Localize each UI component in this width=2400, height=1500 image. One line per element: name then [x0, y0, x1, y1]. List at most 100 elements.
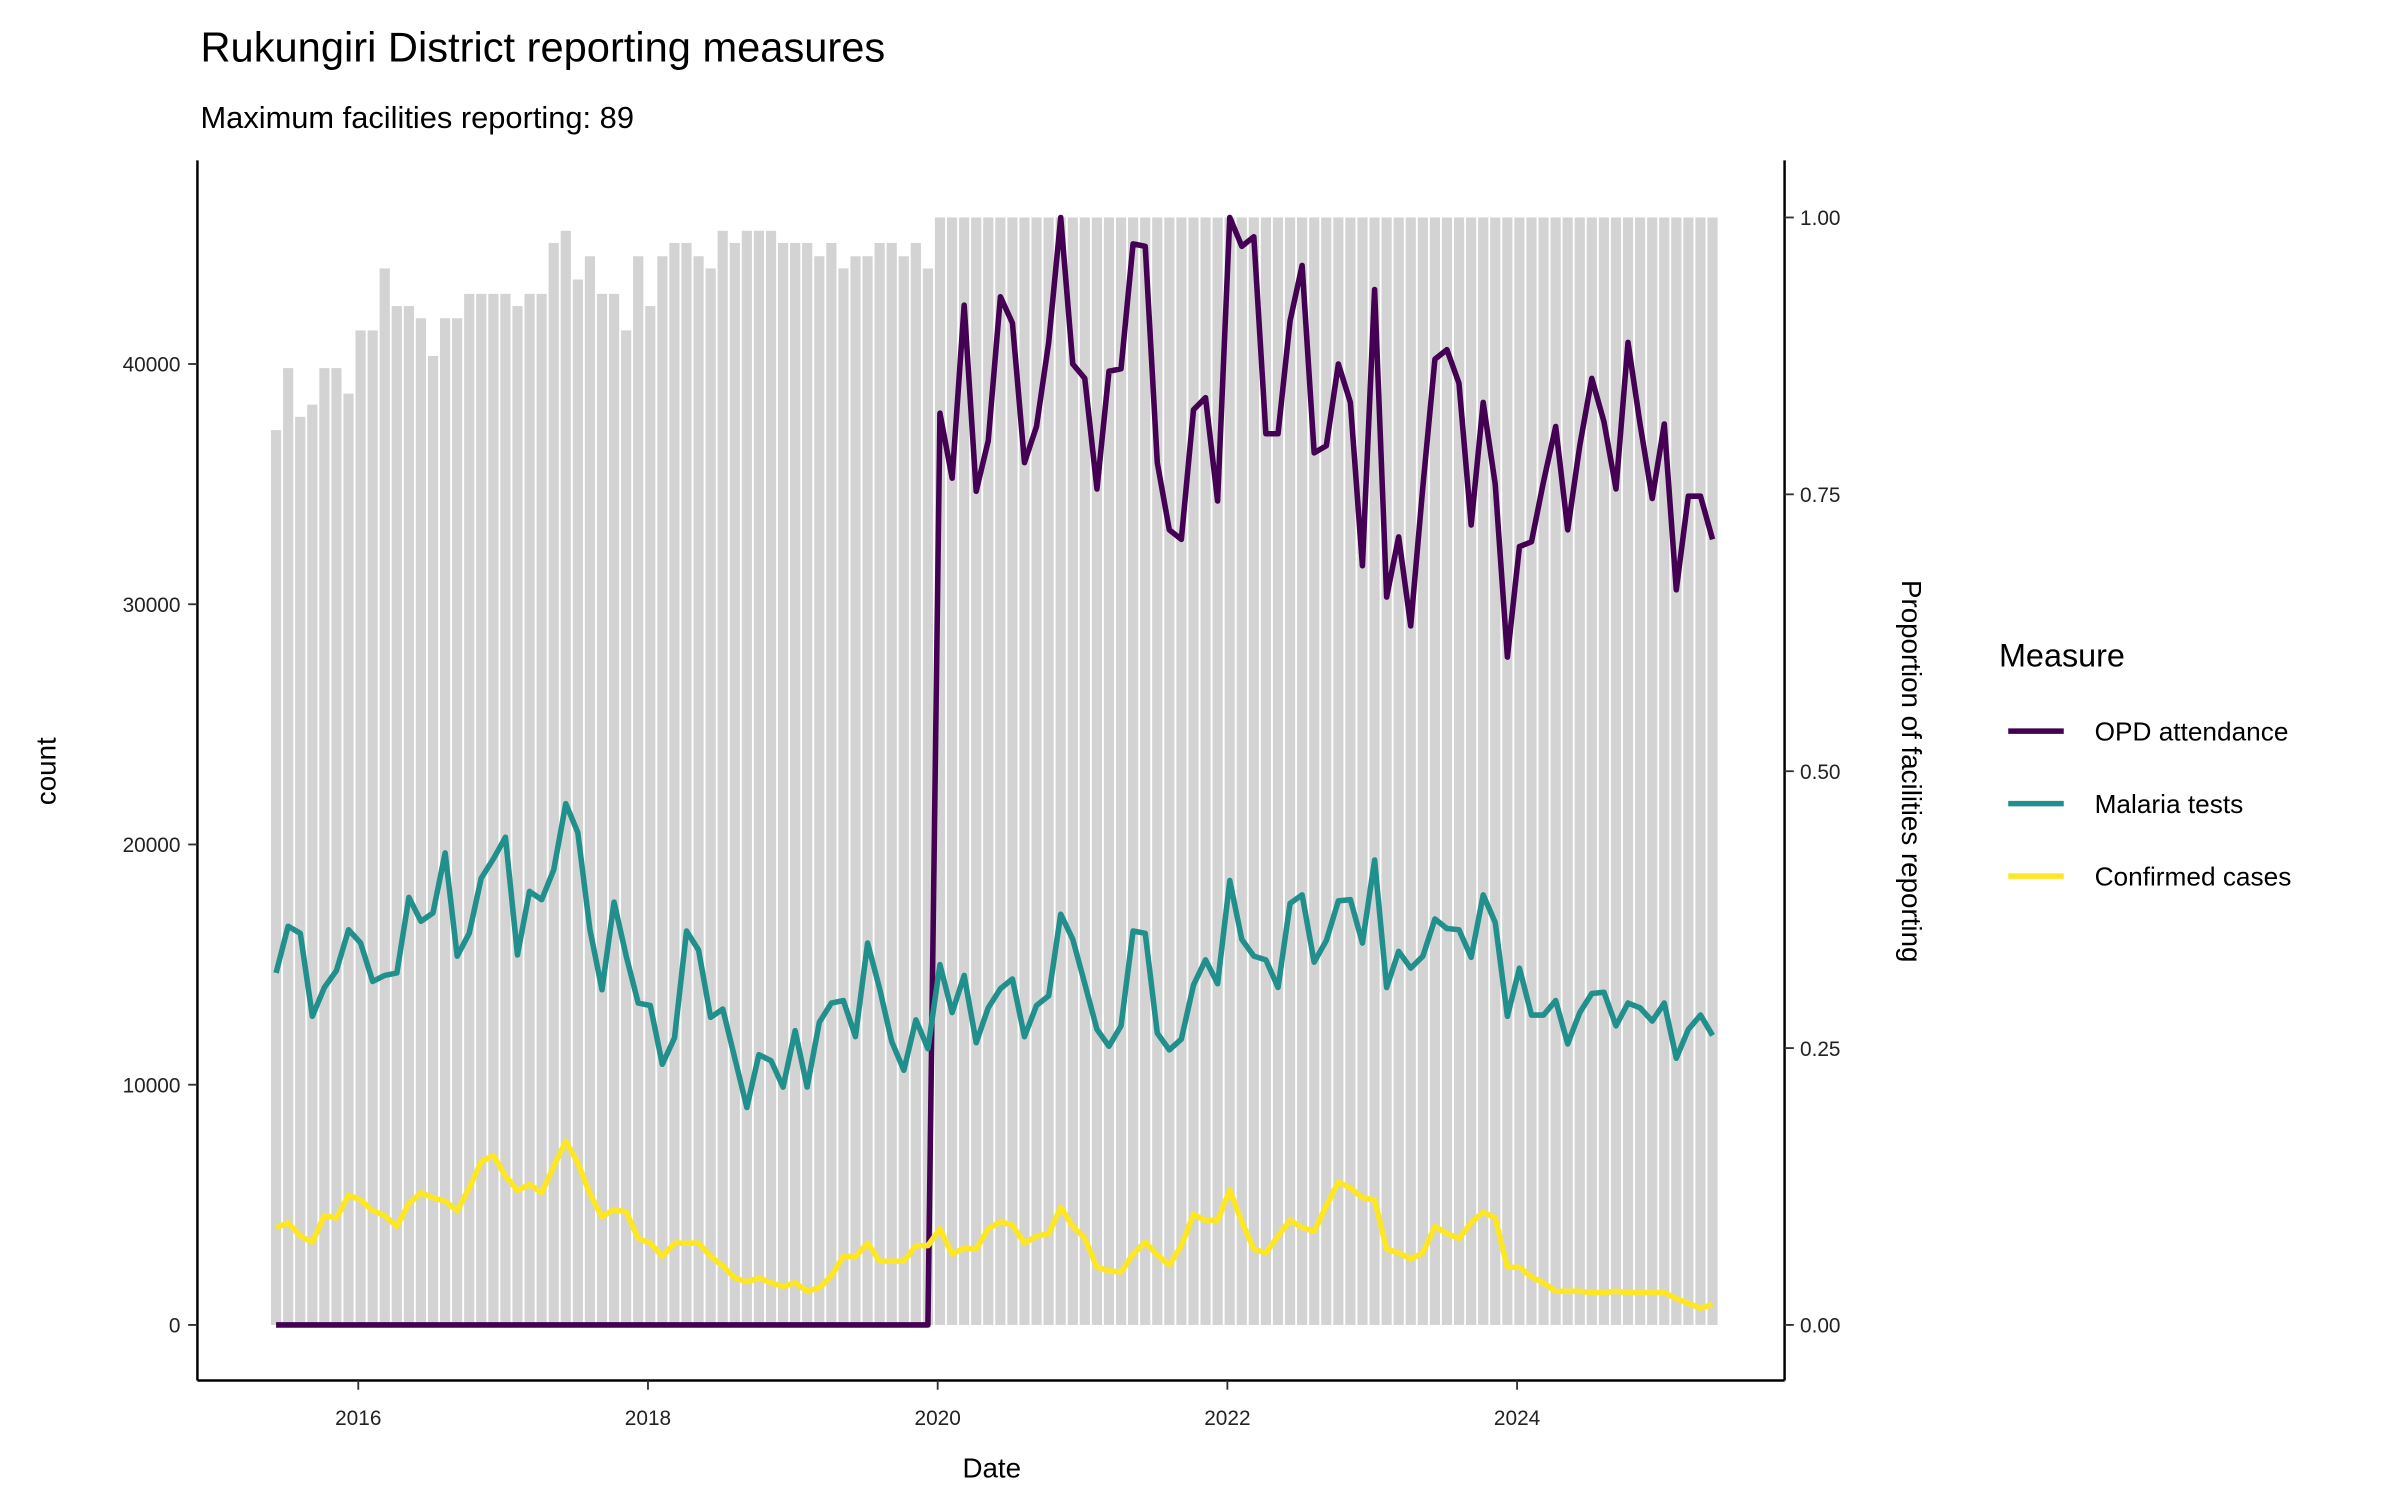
bar [971, 217, 982, 1325]
bar [633, 256, 644, 1325]
bar [790, 242, 801, 1325]
y2-tick-label: 0.25 [1800, 1038, 1841, 1061]
bar [1260, 217, 1272, 1325]
bar [1610, 217, 1622, 1325]
bar [910, 242, 921, 1325]
bar [934, 217, 946, 1325]
y2-tick-label: 0.50 [1800, 761, 1841, 784]
bar [464, 293, 475, 1325]
legend-title: Measure [1999, 637, 2125, 673]
bar [283, 368, 294, 1325]
bar [669, 242, 680, 1325]
x-tick-label: 2020 [915, 1407, 961, 1430]
bar [645, 306, 656, 1325]
bar [307, 404, 318, 1325]
y2-tick-label: 0.00 [1800, 1315, 1841, 1338]
series-line-opd-attendance [276, 214, 1716, 1328]
bar [1212, 217, 1223, 1325]
bar [1550, 217, 1561, 1325]
legend-label: Malaria tests [2095, 789, 2244, 819]
bar [874, 242, 885, 1325]
lines-group [273, 214, 1716, 1328]
y-tick-label: 30000 [123, 594, 181, 617]
legend-label: OPD attendance [2095, 716, 2289, 746]
bar [403, 306, 414, 1325]
bar [1103, 217, 1115, 1325]
bar [1466, 217, 1477, 1325]
bar [355, 330, 366, 1325]
bar [1115, 217, 1127, 1325]
bar [777, 242, 789, 1325]
bar [536, 293, 547, 1325]
bar [1526, 217, 1537, 1325]
bar [488, 293, 499, 1325]
bar [1538, 217, 1549, 1325]
bar [512, 306, 523, 1325]
bar [1659, 217, 1670, 1325]
bar [1031, 217, 1042, 1325]
bar [705, 268, 716, 1325]
bar [681, 242, 692, 1325]
bar [608, 293, 620, 1325]
bar [1297, 217, 1308, 1325]
bar [1562, 217, 1573, 1325]
bar [1067, 217, 1078, 1325]
axes-group: 0 10000 20000 30000 40000 0.00 0.25 0.50 0.75 1.0… [123, 207, 1841, 1430]
bar [1284, 217, 1296, 1325]
series-line-malaria-tests [273, 800, 1715, 1111]
bar [1333, 217, 1344, 1325]
bar [1478, 217, 1489, 1325]
bar [1369, 217, 1380, 1325]
bar [814, 256, 825, 1325]
bar [1236, 217, 1247, 1325]
bar [319, 368, 330, 1325]
bar [1043, 217, 1054, 1325]
bar [1441, 217, 1453, 1325]
bar [572, 279, 583, 1325]
bar [1272, 217, 1284, 1325]
bar [1309, 217, 1320, 1325]
bar [802, 242, 813, 1325]
bar [1622, 217, 1634, 1325]
x-tick-label: 2024 [1494, 1407, 1540, 1430]
bar [922, 268, 934, 1325]
bar [1140, 217, 1151, 1325]
bar [753, 230, 765, 1325]
legend-label: Confirmed cases [2095, 861, 2292, 891]
bar [439, 318, 451, 1325]
bar [657, 256, 668, 1325]
bar [838, 268, 849, 1325]
bar [1091, 217, 1103, 1325]
bar [271, 430, 282, 1325]
bar [1502, 217, 1513, 1325]
bars-group [271, 217, 1718, 1325]
bar [898, 256, 909, 1325]
chart-subtitle: Maximum facilities reporting: 89 [201, 100, 634, 135]
bar [1007, 217, 1018, 1325]
bar [1345, 217, 1356, 1325]
bar [1598, 217, 1609, 1325]
bar [1429, 217, 1440, 1325]
y-tick-label: 10000 [123, 1074, 181, 1097]
y2-axis-label: Proportion of facilities reporting [1896, 580, 1927, 963]
bar [1671, 217, 1682, 1325]
bar [1164, 217, 1175, 1325]
bar [1321, 217, 1332, 1325]
bar [560, 230, 571, 1325]
legend: Measure OPD attendance Malaria tests Confi… [1999, 637, 2291, 891]
bar [1647, 217, 1658, 1325]
bar [1417, 217, 1428, 1325]
bar [1200, 217, 1211, 1325]
bar [995, 217, 1006, 1325]
bar [452, 318, 463, 1325]
bar [427, 355, 439, 1325]
bar [295, 416, 306, 1325]
bar [343, 393, 354, 1325]
bar [946, 217, 958, 1325]
y-tick-label: 20000 [123, 834, 181, 857]
bar [331, 368, 342, 1325]
bar [826, 242, 837, 1325]
bar [729, 242, 740, 1325]
bar [379, 268, 390, 1325]
bar [983, 217, 994, 1325]
